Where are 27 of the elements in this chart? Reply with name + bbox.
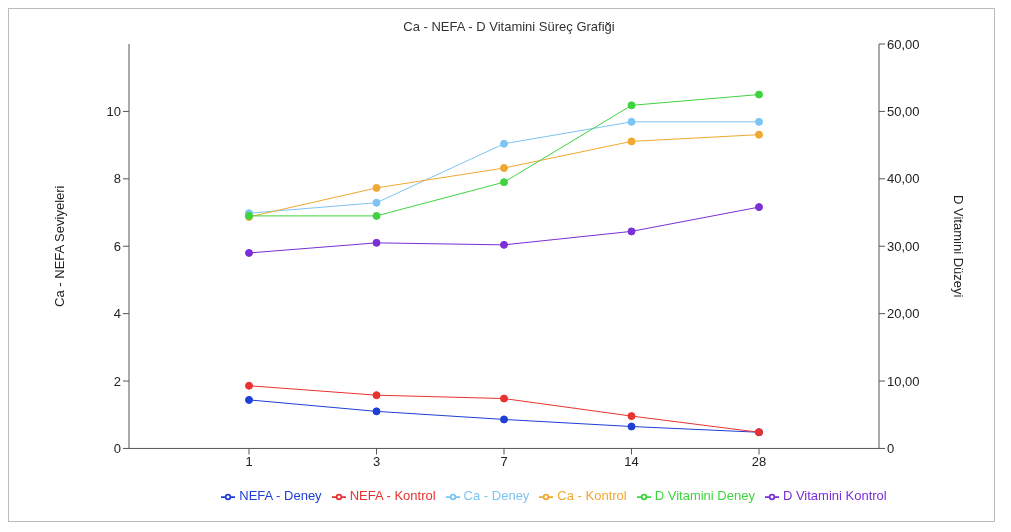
y2-tick-label: 60,00 — [887, 36, 920, 52]
y-tick-label: 2 — [113, 373, 121, 389]
legend-label: D Vitamini Kontrol — [782, 488, 887, 504]
x-tick-label: 7 — [500, 453, 508, 469]
x-tick-label: 14 — [624, 453, 639, 469]
legend-label: Ca - Deney — [463, 488, 530, 504]
x-tick-label: 1 — [245, 453, 253, 469]
y-tick-label: 6 — [113, 238, 121, 254]
y-axis-title: Ca - NEFA Seviyeleri — [51, 185, 67, 307]
y2-tick-label: 10,00 — [887, 373, 920, 389]
y2-tick-label: 20,00 — [887, 306, 920, 322]
y2-axis-title: D Vitamini Düzeyi — [951, 195, 967, 298]
x-tick-label: 28 — [751, 453, 767, 469]
legend-label: NEFA - Deney — [239, 488, 322, 504]
chart-title: Ca - NEFA - D Vitamini Süreç Grafiği — [402, 19, 616, 34]
y-tick-label: 0 — [113, 441, 121, 457]
y-tick-label: 8 — [113, 171, 121, 187]
legend-label: D Vitamini Deney — [654, 488, 755, 504]
x-tick-label: 3 — [372, 453, 381, 469]
y2-tick-label: 30,00 — [887, 238, 920, 254]
y2-tick-label: 0 — [887, 441, 895, 457]
y-tick-label: 4 — [113, 306, 121, 322]
legend-label: NEFA - Kontrol — [349, 488, 436, 504]
y2-tick-label: 40,00 — [887, 171, 920, 187]
y-tick-label: 10 — [106, 104, 121, 120]
legend-label: Ca - Kontrol — [557, 488, 627, 504]
y2-tick-label: 50,00 — [887, 104, 920, 120]
